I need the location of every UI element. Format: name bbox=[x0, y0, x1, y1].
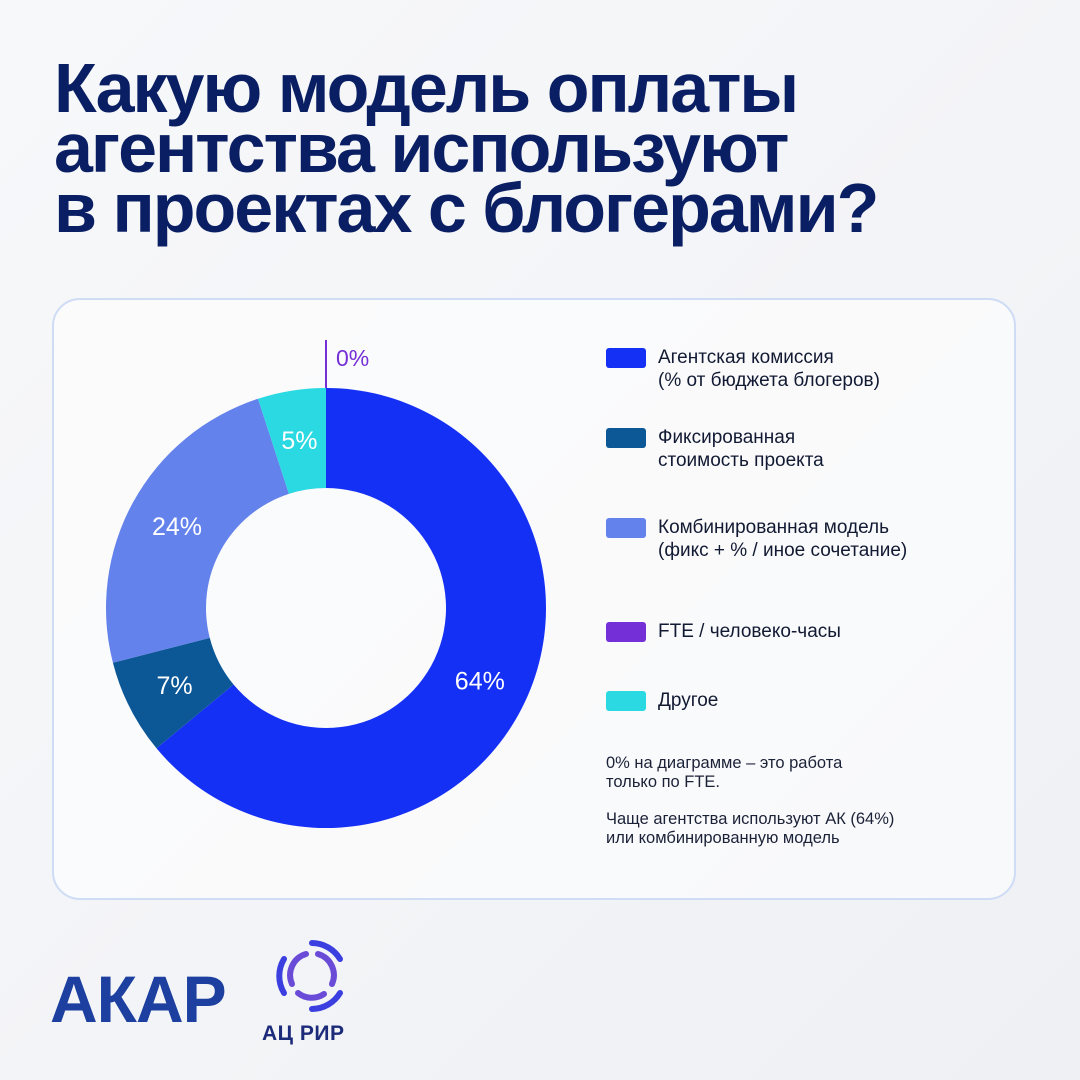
legend-item-fixed-cost: Фиксированная стоимость проекта bbox=[606, 426, 968, 472]
legend-swatch bbox=[606, 428, 646, 448]
slice-value-label-0: 64% bbox=[455, 667, 505, 695]
slice-value-label-3: 0% bbox=[336, 345, 369, 371]
donut-slice-0 bbox=[156, 388, 546, 828]
akar-logo: АКАР bbox=[50, 962, 227, 1036]
legend-label: Фиксированная стоимость проекта bbox=[658, 427, 824, 471]
title-line-1: Какую модель оплаты bbox=[54, 49, 799, 127]
legend-label: FTE / человеко-часы bbox=[658, 621, 841, 642]
legend-item-combined-model: Комбинированная модель (фикс + % / иное … bbox=[606, 516, 968, 562]
legend-label: Другое bbox=[658, 690, 719, 711]
air-logo: АЦ РИР bbox=[262, 936, 362, 1046]
donut-slice-1 bbox=[112, 637, 234, 749]
title-line-2: агентства используют bbox=[54, 109, 789, 187]
slice-value-label-4: 5% bbox=[281, 427, 317, 455]
air-logo-text: АЦ РИР bbox=[262, 1022, 345, 1045]
legend-swatch bbox=[606, 518, 646, 538]
legend-swatch bbox=[606, 348, 646, 368]
chart-notes: 0% на диаграмме – это работа только по F… bbox=[606, 754, 986, 866]
note-summary: Чаще агентства используют АК (64%) или к… bbox=[606, 810, 895, 847]
donut-slice-2 bbox=[106, 398, 289, 663]
legend-label: Агентская комиссия (% от бюджета блогеро… bbox=[658, 347, 880, 391]
donut-slice-4 bbox=[258, 388, 326, 494]
legend-swatch bbox=[606, 691, 646, 711]
legend-item-agency-commission: Агентская комиссия (% от бюджета блогеро… bbox=[606, 346, 968, 392]
slice-value-label-1: 7% bbox=[156, 672, 192, 700]
chart-card: 64% 7% 24% 5% 0% Агентская комиссия (% от бю… bbox=[52, 298, 1016, 900]
note-fte: 0% на диаграмме – это работа только по F… bbox=[606, 754, 843, 791]
donut-chart: 64% 7% 24% 5% 0% bbox=[106, 340, 546, 828]
legend-item-other: Другое bbox=[606, 689, 968, 712]
title-line-3: в проектах с блогерами? bbox=[54, 169, 879, 247]
slice-value-label-2: 24% bbox=[152, 513, 202, 541]
legend-swatch bbox=[606, 622, 646, 642]
swirl-logo-icon bbox=[276, 940, 343, 1012]
legend-item-fte: FTE / человеко-часы bbox=[606, 620, 968, 643]
page-title: Какую модель оплаты агентства используют… bbox=[54, 49, 1034, 247]
legend-label: Комбинированная модель (фикс + % / иное … bbox=[658, 517, 908, 561]
